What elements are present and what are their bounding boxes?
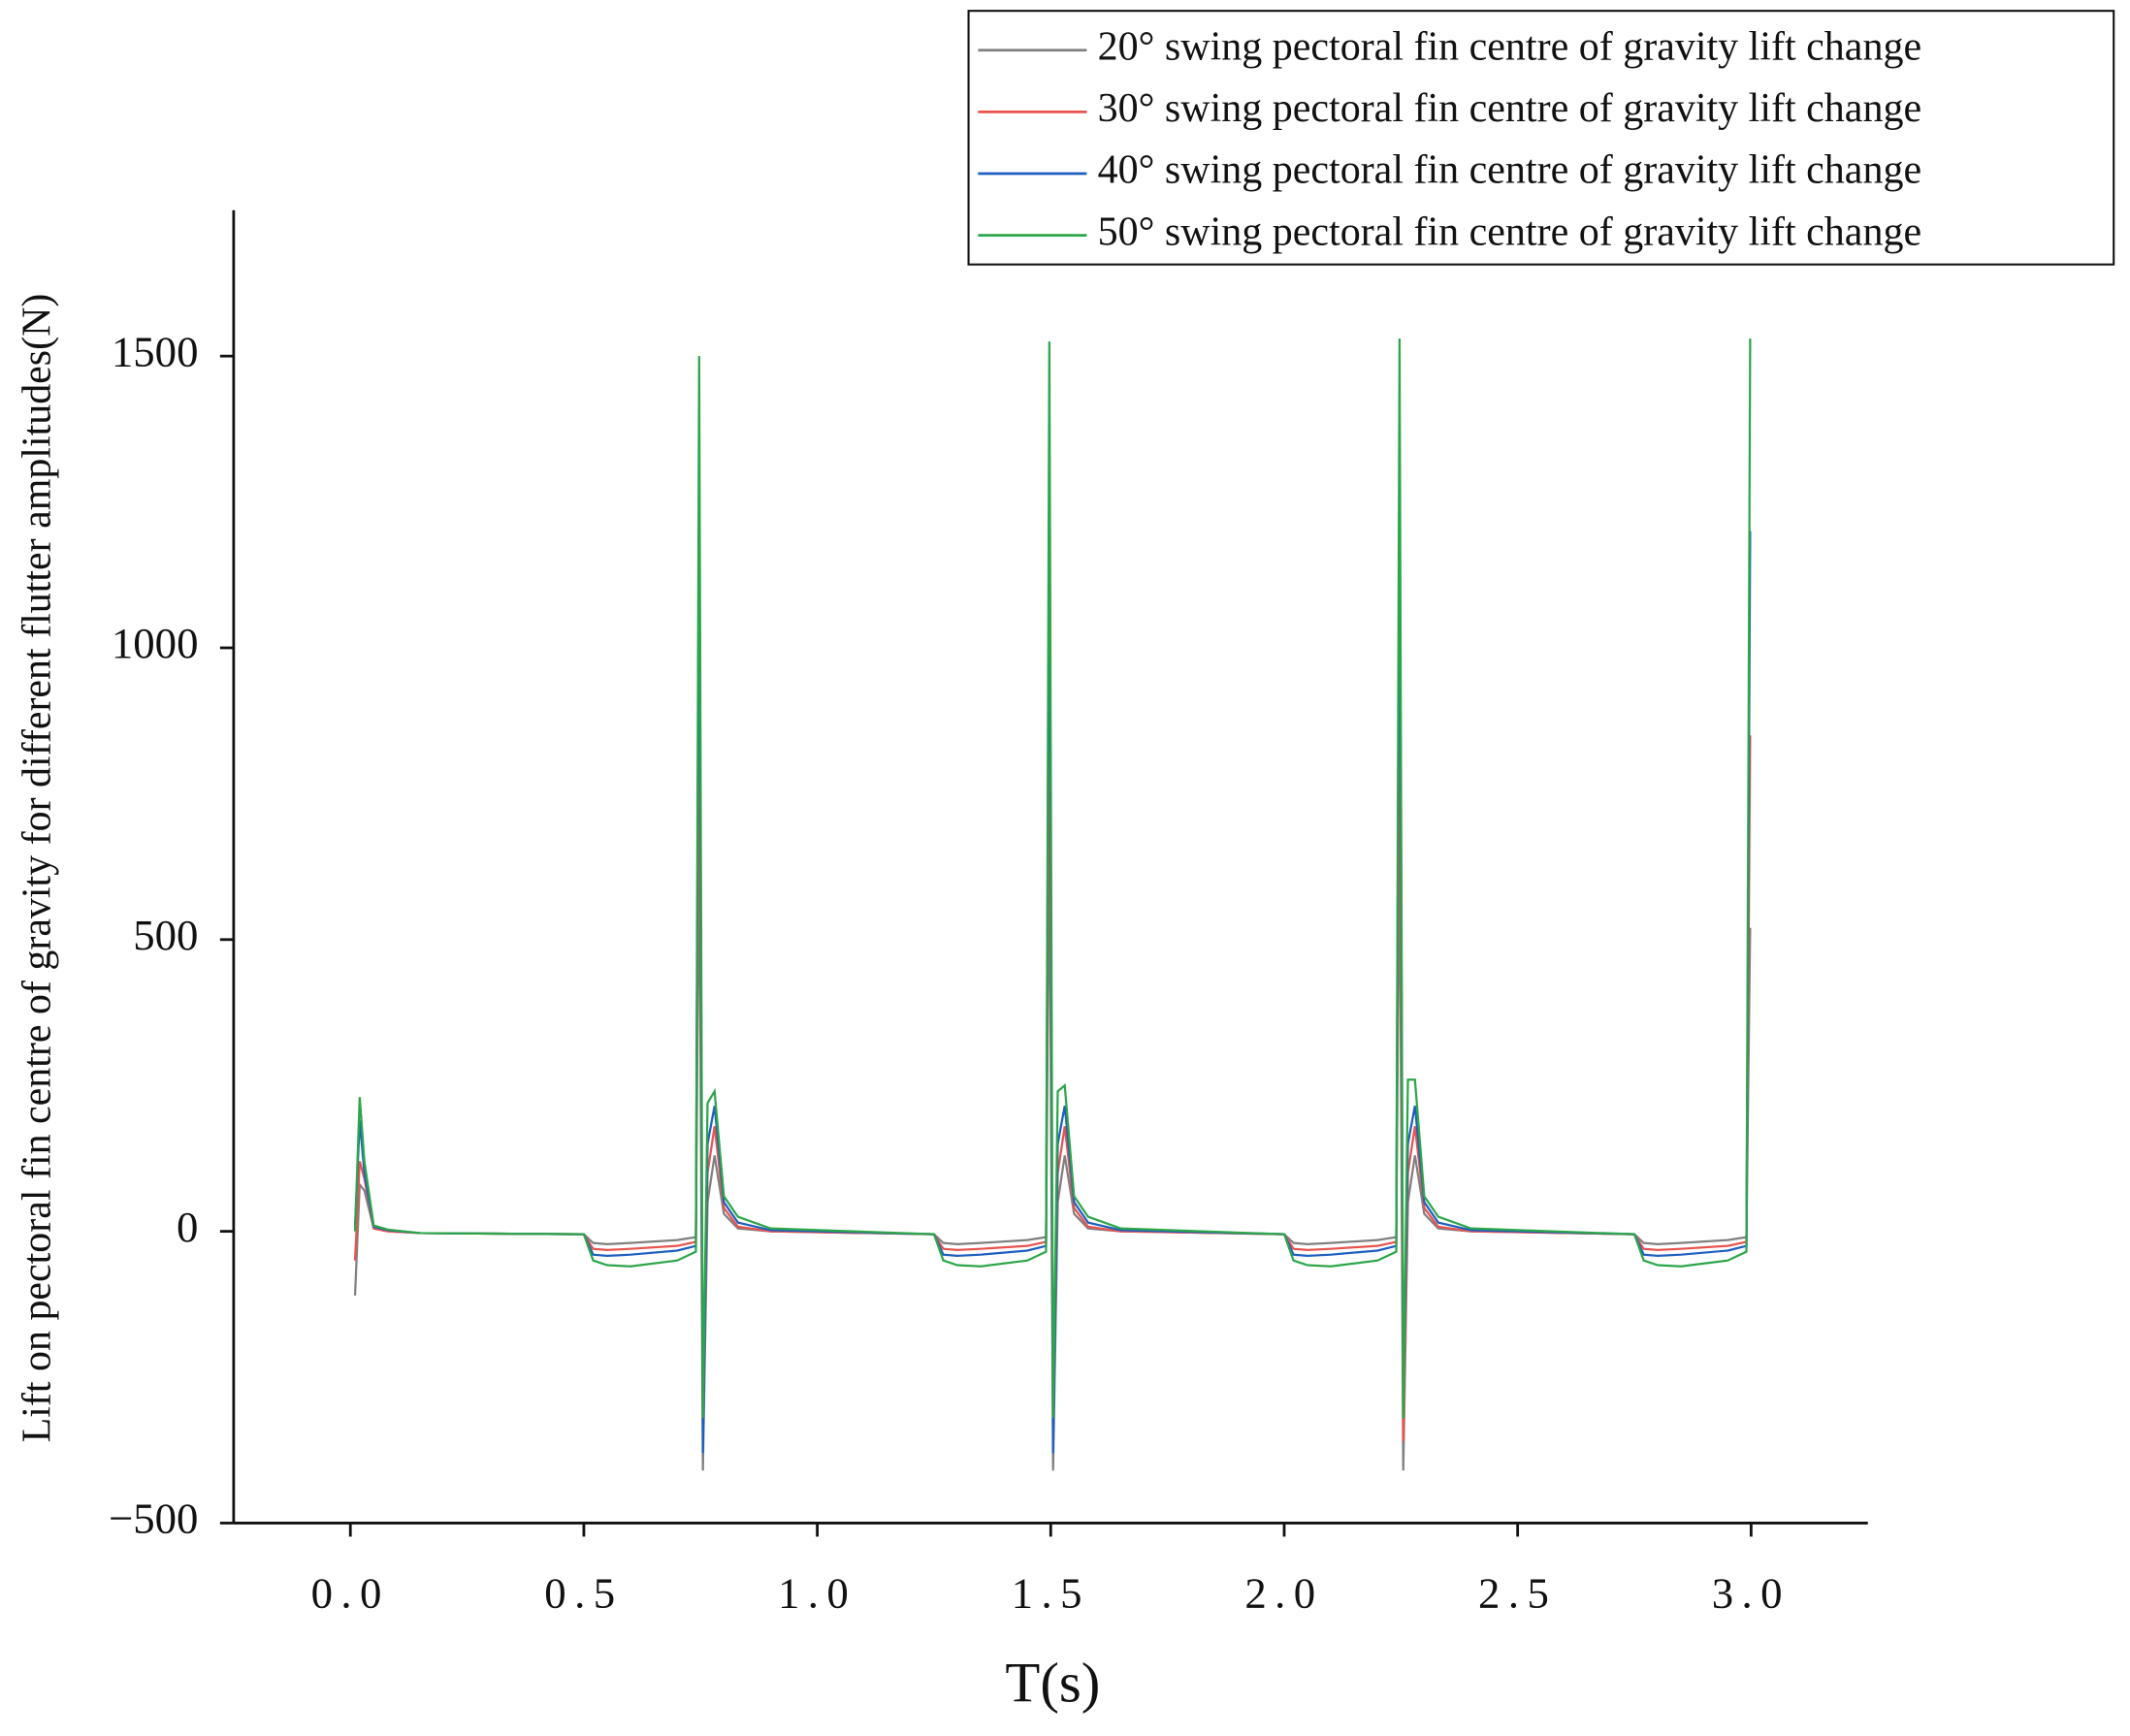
y-tick-label: 1000 [112, 619, 199, 667]
x-tick-label: 2.5 [1478, 1569, 1557, 1618]
x-tick-label: 0.5 [544, 1569, 623, 1618]
x-tick-label: 3.0 [1712, 1569, 1791, 1618]
x-tick-label: 1.0 [778, 1569, 856, 1618]
legend-label: 20° swing pectoral fin centre of gravity… [1098, 24, 1922, 69]
legend-box [967, 10, 2115, 266]
y-tick-label: 0 [177, 1203, 198, 1251]
legend-label: 50° swing pectoral fin centre of gravity… [1098, 209, 1922, 254]
y-axis-label: Lift on pectoral fin centre of gravity f… [16, 294, 60, 1443]
x-tick-label: 1.5 [1012, 1569, 1090, 1618]
legend-label: 40° swing pectoral fin centre of gravity… [1098, 148, 1922, 193]
legend-label: 30° swing pectoral fin centre of gravity… [1098, 86, 1922, 131]
x-tick-label: 2.0 [1244, 1569, 1323, 1618]
x-axis-label: T(s) [1005, 1652, 1100, 1715]
y-tick-label: 1500 [112, 327, 199, 375]
y-tick-label: 500 [133, 911, 198, 959]
y-tick-label: −500 [109, 1495, 198, 1543]
x-tick-label: 0.0 [311, 1569, 390, 1618]
series-line [353, 338, 1752, 1419]
legend: 20° swing pectoral fin centre of gravity… [967, 10, 2115, 266]
